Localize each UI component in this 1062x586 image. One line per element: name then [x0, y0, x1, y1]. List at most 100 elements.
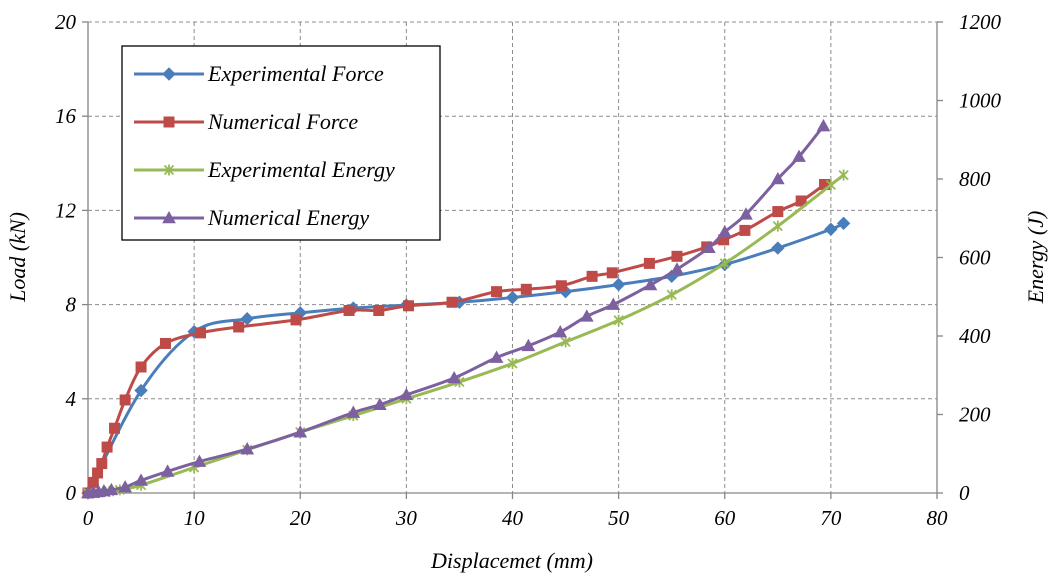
legend-marker — [163, 164, 175, 176]
data-point — [521, 338, 536, 352]
legend-marker — [162, 67, 176, 81]
data-point — [579, 309, 594, 322]
data-point — [836, 216, 851, 231]
data-point — [838, 169, 849, 181]
y-tick-label: 0 — [66, 481, 77, 505]
y-tick-label: 20 — [55, 10, 77, 34]
y2-tick-label: 400 — [959, 324, 991, 348]
data-point — [159, 337, 171, 349]
y-tick-label: 16 — [55, 104, 77, 128]
data-point — [346, 405, 361, 418]
legend-label: Experimental Force — [207, 61, 384, 86]
series-layer — [81, 118, 851, 500]
legend: Experimental Force Numerical Force Experim… — [121, 45, 441, 241]
data-point — [372, 397, 387, 410]
x-tick-label: 0 — [83, 506, 94, 530]
y2-tick-label: 0 — [959, 481, 970, 505]
legend-label: Numerical Energy — [207, 205, 369, 230]
data-point — [194, 327, 206, 339]
data-point — [611, 277, 626, 292]
data-point — [118, 480, 132, 493]
data-point — [160, 464, 175, 477]
data-point — [505, 290, 520, 305]
x-tick-label: 10 — [184, 506, 206, 530]
data-point — [560, 336, 571, 348]
y2-tick-label: 200 — [959, 403, 991, 427]
y2-tick-label: 1000 — [959, 89, 1002, 113]
data-point — [666, 289, 677, 301]
data-point — [606, 267, 618, 279]
y-tick-label: 8 — [66, 293, 77, 317]
legend-label: Numerical Force — [207, 109, 358, 134]
data-point — [586, 270, 598, 282]
data-point — [489, 350, 504, 363]
data-point — [701, 240, 716, 253]
y-tick-label: 4 — [66, 387, 77, 411]
data-point — [792, 149, 806, 162]
x-axis-title: Displacemet (mm) — [430, 548, 593, 573]
data-point — [739, 207, 753, 220]
data-point — [399, 387, 414, 401]
data-point — [613, 314, 624, 326]
legend-item: Numerical Energy — [134, 205, 369, 230]
data-point — [109, 422, 121, 434]
data-point — [104, 482, 119, 496]
legend-item: Experimental Energy — [134, 157, 395, 182]
data-point — [717, 224, 732, 238]
legend-marker — [163, 116, 175, 128]
data-point — [293, 425, 308, 438]
data-point — [643, 257, 655, 269]
data-point — [134, 383, 148, 398]
legend-label: Experimental Energy — [207, 157, 395, 182]
data-point — [192, 454, 207, 467]
x-tick-label: 80 — [927, 506, 949, 530]
data-point — [606, 297, 621, 310]
data-point — [290, 314, 302, 326]
data-point — [520, 283, 532, 295]
data-point — [134, 473, 148, 486]
data-point — [824, 222, 838, 236]
data-point — [553, 325, 568, 338]
data-point — [719, 257, 730, 269]
legend-marker — [162, 210, 176, 224]
legend-item: Numerical Force — [134, 109, 358, 134]
data-point — [507, 357, 518, 369]
data-point — [240, 442, 255, 455]
data-point — [447, 370, 461, 384]
data-point — [770, 171, 785, 185]
data-point — [772, 206, 784, 218]
data-point — [446, 296, 458, 308]
tick-labels: 0 10 20 30 40 50 60 70 8004812162002004006008001… — [55, 10, 1002, 530]
data-point — [555, 280, 567, 292]
x-tick-label: 60 — [714, 506, 736, 530]
series-line — [87, 125, 825, 495]
y2-axis-title: Energy (J) — [1023, 211, 1048, 305]
data-point — [739, 224, 751, 236]
data-point — [643, 277, 658, 291]
data-point — [795, 195, 807, 207]
data-point — [343, 304, 355, 316]
x-tick-label: 40 — [502, 506, 524, 530]
data-point — [670, 262, 684, 275]
data-point — [233, 321, 245, 333]
data-point — [671, 250, 683, 262]
legend-item: Experimental Force — [134, 61, 384, 86]
data-point — [825, 179, 837, 191]
data-point — [101, 441, 113, 453]
data-point — [135, 361, 147, 373]
y2-tick-label: 600 — [959, 246, 991, 270]
legend-box — [121, 45, 441, 241]
y2-tick-label: 1200 — [959, 10, 1002, 34]
data-point — [92, 467, 104, 479]
x-tick-label: 20 — [290, 506, 312, 530]
x-tick-label: 30 — [395, 506, 418, 530]
axes — [82, 21, 943, 499]
y-tick-label: 12 — [55, 198, 77, 222]
y-axis-title: Load (kN) — [5, 212, 30, 303]
data-point — [491, 286, 503, 298]
x-tick-label: 70 — [820, 506, 842, 530]
data-point — [816, 118, 831, 132]
data-point — [772, 220, 783, 232]
data-point — [373, 304, 385, 316]
